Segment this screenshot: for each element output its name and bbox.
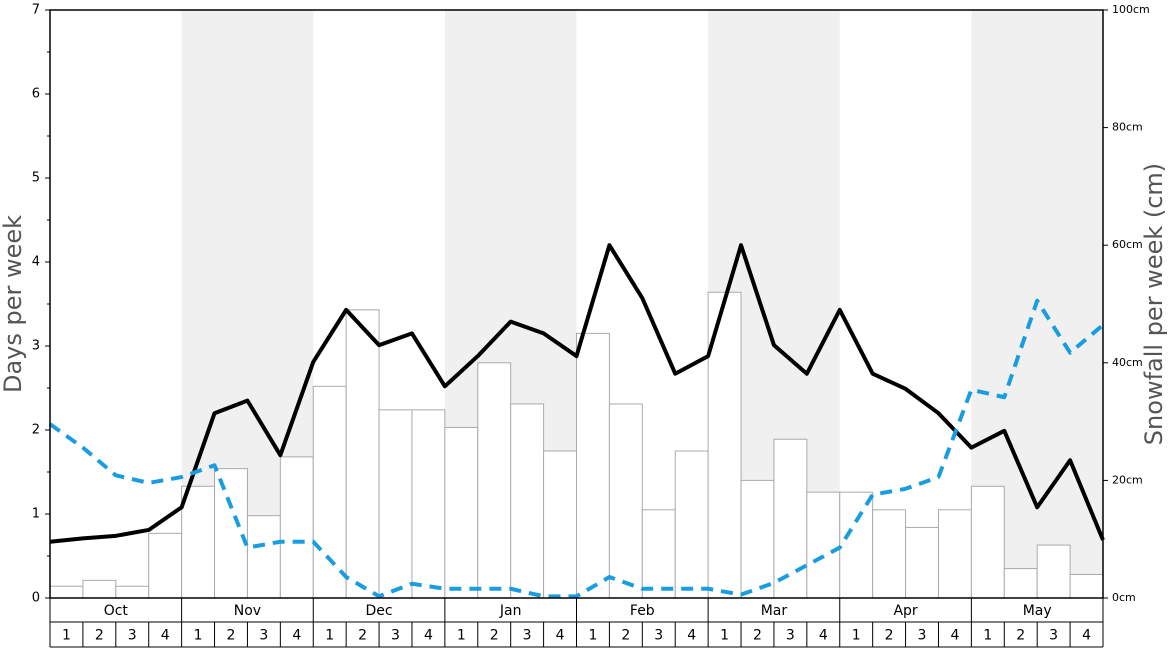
- bar: [378, 409, 413, 599]
- bar: [543, 450, 577, 599]
- bar: [246, 515, 281, 599]
- bar: [937, 509, 972, 599]
- bar: [49, 585, 84, 599]
- y-tick-label: 4: [32, 255, 40, 270]
- week-label: 4: [424, 628, 433, 644]
- bar: [674, 450, 709, 599]
- week-label: 2: [95, 628, 104, 644]
- week-label: 1: [457, 628, 466, 644]
- week-label: 3: [259, 628, 268, 644]
- line-series: [48, 298, 1105, 599]
- bar: [905, 526, 939, 599]
- y-tick-label: 1: [32, 507, 40, 522]
- bar: [1036, 544, 1071, 599]
- week-label: 4: [161, 628, 170, 644]
- bar: [214, 468, 248, 599]
- bar: [970, 485, 1005, 599]
- week-label: 2: [358, 628, 367, 644]
- month-label: May: [1023, 603, 1052, 619]
- line-series: [49, 243, 1105, 544]
- bar: [1069, 573, 1104, 599]
- bar: [411, 409, 446, 599]
- bar: [806, 491, 841, 599]
- bar: [1003, 568, 1038, 599]
- week-label: 2: [621, 628, 630, 644]
- week-label: 1: [194, 628, 203, 644]
- y-tick-label: 2: [32, 423, 40, 438]
- week-label: 2: [753, 628, 762, 644]
- week-label: 2: [1016, 628, 1025, 644]
- y-tick-label: 0: [32, 591, 40, 606]
- bar: [312, 385, 347, 599]
- bar: [510, 403, 545, 599]
- bar: [279, 456, 314, 599]
- y-tick-label: 5: [32, 171, 40, 186]
- week-label: 1: [983, 628, 992, 644]
- bar: [148, 532, 183, 599]
- bar: [576, 332, 610, 599]
- month-label: Oct: [104, 603, 129, 619]
- bar: [608, 403, 643, 599]
- bar: [839, 491, 874, 599]
- y2-tick-label: 0cm: [1112, 591, 1136, 604]
- y-tick-label: 3: [32, 339, 40, 354]
- y2-tick-label: 60cm: [1112, 238, 1143, 251]
- week-label: 3: [128, 628, 137, 644]
- week-label: 4: [292, 628, 301, 644]
- bar: [872, 509, 907, 599]
- week-label: 2: [227, 628, 236, 644]
- week-label: 3: [918, 628, 927, 644]
- week-label: 3: [1049, 628, 1058, 644]
- month-label: Dec: [366, 603, 393, 619]
- y2-tick-label: 40cm: [1112, 356, 1143, 369]
- week-label: 2: [885, 628, 894, 644]
- week-label: 4: [1082, 628, 1091, 644]
- week-label: 1: [720, 628, 729, 644]
- week-label: 1: [852, 628, 861, 644]
- month-label: Mar: [761, 603, 788, 619]
- y-tick-label: 7: [32, 3, 40, 18]
- y2-tick-label: 80cm: [1112, 121, 1143, 134]
- week-label: 1: [325, 628, 334, 644]
- week-label: 1: [588, 628, 597, 644]
- y2-tick-label: 20cm: [1112, 473, 1143, 486]
- bar: [345, 309, 380, 599]
- bar: [115, 585, 150, 599]
- y2-tick-label: 100cm: [1112, 3, 1150, 16]
- bar: [740, 479, 775, 599]
- month-label: Apr: [893, 603, 917, 619]
- y-tick-label: 6: [32, 87, 40, 102]
- month-label: Jan: [499, 603, 522, 619]
- bar: [82, 579, 117, 599]
- week-label: 4: [950, 628, 959, 644]
- week-label: 3: [391, 628, 400, 644]
- bar: [181, 485, 216, 599]
- week-label: 4: [556, 628, 565, 644]
- month-label: Feb: [630, 603, 655, 619]
- month-label: Nov: [234, 603, 261, 619]
- bar: [477, 362, 512, 599]
- week-label: 4: [687, 628, 696, 644]
- bar: [773, 438, 808, 599]
- bar: [641, 509, 676, 599]
- week-label: 1: [62, 628, 71, 644]
- y-axis-label: Days per week: [0, 215, 27, 393]
- week-label: 3: [786, 628, 795, 644]
- week-label: 3: [523, 628, 532, 644]
- bar: [444, 426, 479, 599]
- week-label: 4: [819, 628, 828, 644]
- week-label: 3: [654, 628, 663, 644]
- y2-axis-label: Snowfall per week (cm): [1140, 163, 1168, 445]
- week-label: 2: [490, 628, 499, 644]
